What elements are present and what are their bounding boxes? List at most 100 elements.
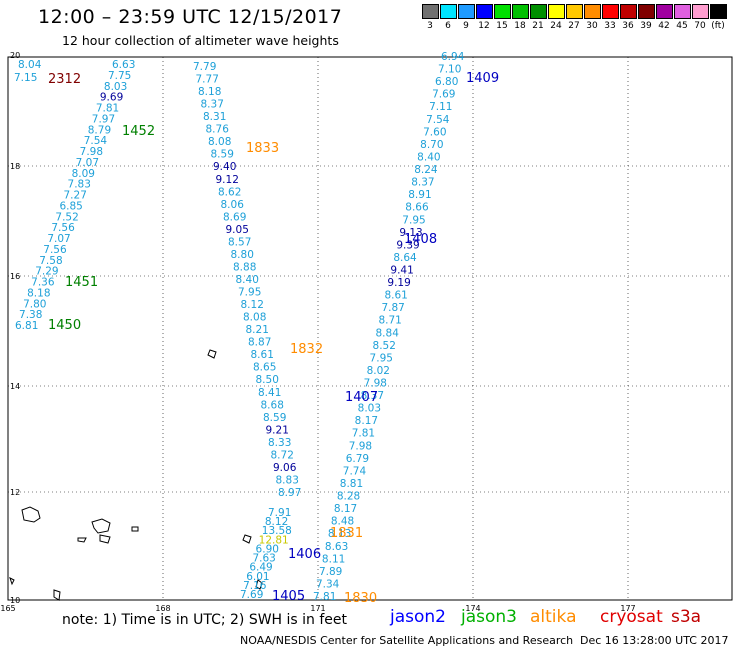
- wave-height-label: 8.80: [231, 249, 254, 261]
- wave-height-label: 7.69: [432, 89, 455, 101]
- wave-height-label: 6.01: [246, 571, 269, 583]
- wave-height-label: 8.59: [263, 412, 286, 424]
- wave-height-label: 8.24: [414, 164, 438, 176]
- wave-height-label: 9.40: [213, 161, 236, 173]
- wave-height-label: 7.27: [64, 190, 87, 202]
- wave-height-label: 8.52: [373, 340, 396, 352]
- island-outline: [255, 579, 263, 590]
- wave-height-label: 8.83: [276, 474, 299, 486]
- wave-height-label: 8.37: [411, 177, 434, 189]
- wave-height-label: 8.84: [376, 327, 400, 339]
- wave-height-label: 7.75: [108, 70, 131, 82]
- wave-height-label: 8.09: [72, 168, 95, 180]
- y-axis-tick-label: 14: [10, 382, 20, 391]
- wave-height-label: 6.94: [441, 51, 465, 63]
- wave-height-label: 6.63: [112, 59, 135, 71]
- wave-height-label: 7.81: [352, 428, 375, 440]
- wave-height-label: 7.83: [68, 179, 91, 191]
- wave-height-label: 8.21: [246, 324, 269, 336]
- wave-height-label: 7.60: [423, 126, 446, 138]
- wave-height-label: 8.59: [211, 149, 234, 161]
- wave-height-label: 7.81: [313, 591, 336, 603]
- wave-height-label: 9.12: [216, 174, 239, 186]
- island-outline: [91, 518, 111, 534]
- wave-height-label: 7.07: [47, 233, 70, 245]
- scale-label: 18: [514, 21, 526, 31]
- scale-swatch: [692, 4, 709, 19]
- wave-height-label: 8.91: [408, 189, 431, 201]
- wave-height-label: 8.40: [417, 151, 440, 163]
- scale-swatch: [422, 4, 439, 19]
- wave-height-label: 6.79: [346, 453, 369, 465]
- wave-height-label: 8.13: [328, 528, 351, 540]
- wave-height-label: 7.98: [349, 440, 372, 452]
- page-subtitle: 12 hour collection of altimeter wave hei…: [62, 33, 339, 48]
- wave-height-label: 9.13: [399, 227, 422, 239]
- wave-height-label: 9.21: [266, 424, 289, 436]
- wave-height-label: 8.57: [228, 236, 251, 248]
- x-axis-tick-label: 177: [620, 604, 635, 613]
- pass-id-label: 1832: [290, 342, 323, 357]
- wave-height-label: 8.17: [334, 503, 357, 515]
- scale-swatch: [494, 4, 511, 19]
- wave-height-label: 13.58: [262, 525, 292, 537]
- satellite-legend-cryosat: cryosat: [600, 607, 663, 627]
- scale-swatch: [440, 4, 457, 19]
- wave-height-label: 8.18: [27, 287, 50, 299]
- scale-swatch: [458, 4, 475, 19]
- scale-swatch: [656, 4, 673, 19]
- wave-height-label: 8.41: [258, 387, 281, 399]
- wave-height-label: 8.88: [233, 261, 256, 273]
- wave-height-label: 8.31: [203, 111, 226, 123]
- scale-swatch: [710, 4, 727, 19]
- wave-height-label: 8.50: [256, 374, 279, 386]
- generated-date: Dec 16 13:28:00 UTC 2017: [580, 634, 729, 647]
- wave-height-label: 7.95: [370, 352, 393, 364]
- pass-id-label: 1406: [288, 547, 321, 562]
- wave-height-label: 7.74: [343, 465, 367, 477]
- wave-height-label: 7.58: [39, 255, 62, 267]
- wave-height-label: 8.11: [322, 553, 345, 565]
- wave-height-label: 7.56: [43, 244, 67, 256]
- island-outline: [77, 537, 87, 543]
- scale-label: 15: [496, 21, 508, 31]
- wave-height-label: 8.28: [337, 491, 360, 503]
- page-title: 12:00 – 23:59 UTC 12/15/2017: [38, 6, 343, 28]
- pass-id-label: 1451: [65, 275, 98, 290]
- map-frame: [7, 56, 733, 601]
- wave-height-label: 7.56: [51, 222, 75, 234]
- wave-height-label: 8.61: [384, 290, 407, 302]
- pass-id-label: 1409: [466, 71, 499, 86]
- credit-text: NOAA/NESDIS Center for Satellite Applica…: [240, 634, 574, 647]
- pass-id-label: 1833: [246, 141, 279, 156]
- pass-id-label: 1452: [122, 124, 155, 139]
- wave-height-label: 8.18: [198, 86, 221, 98]
- island-outline: [207, 349, 217, 359]
- wave-height-label: 8.81: [340, 478, 363, 490]
- island-outline: [131, 526, 139, 532]
- wave-height-label: 9.41: [390, 264, 413, 276]
- wave-height-label: 7.07: [76, 157, 99, 169]
- y-axis-tick-label: 16: [10, 272, 20, 281]
- wave-height-label: 8.03: [104, 81, 127, 93]
- island-outline: [53, 589, 61, 601]
- wave-height-label: 6.80: [435, 76, 458, 88]
- x-axis-tick-label: 168: [155, 604, 170, 613]
- wave-height-label: 9.39: [396, 239, 419, 251]
- y-axis-tick-label: 10: [10, 596, 20, 605]
- wave-height-label: 8.68: [261, 399, 284, 411]
- scale-label: 42: [658, 21, 670, 31]
- scale-label: 36: [622, 21, 634, 31]
- wave-height-label: 7.15: [14, 72, 37, 84]
- wave-height-label: 7.89: [319, 566, 342, 578]
- pass-id-label: 1450: [48, 318, 81, 333]
- wave-height-label: 7.63: [252, 553, 275, 565]
- wave-height-label: 8.70: [420, 139, 443, 151]
- pass-id-label: 2312: [48, 72, 81, 87]
- scale-label: 9: [463, 21, 469, 31]
- wave-height-label: 8.40: [236, 274, 259, 286]
- wave-height-label: 7.91: [268, 507, 291, 519]
- wave-height-label: 7.54: [84, 135, 108, 147]
- wave-height-label: 8.12: [241, 299, 264, 311]
- scale-swatch: [476, 4, 493, 19]
